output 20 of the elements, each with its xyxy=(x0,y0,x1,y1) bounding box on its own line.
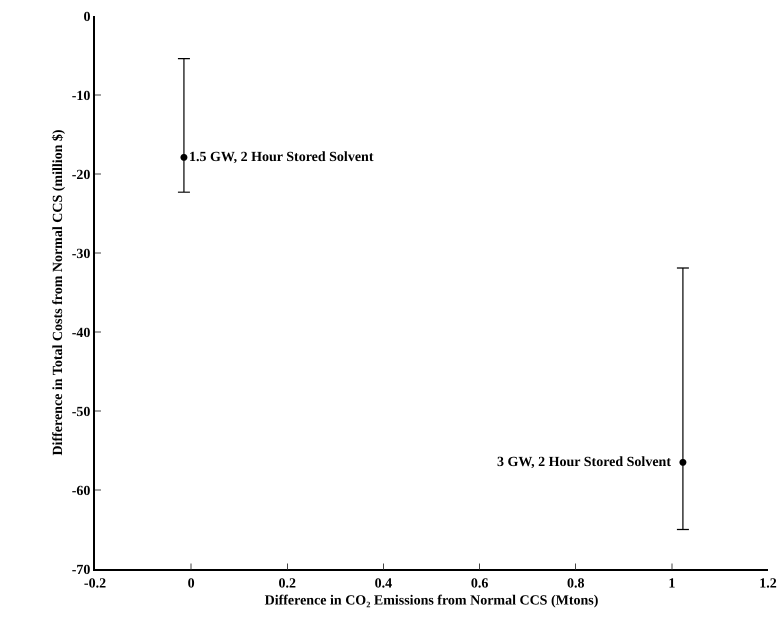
x-tick-label: 0.4 xyxy=(374,576,392,592)
annotation: 1.5 GW, 2 Hour Stored Solvent xyxy=(189,150,374,165)
x-tick-label: 1.2 xyxy=(759,576,777,592)
x-axis-title: Difference in CO₂ Emissions from Normal CCS (Mtons) xyxy=(264,593,599,608)
y-tick-label: -10 xyxy=(72,88,90,104)
x-tick-label: 0 xyxy=(188,576,195,592)
y-tick-label: -40 xyxy=(72,326,90,341)
x-tick-label: 0.2 xyxy=(278,576,296,592)
y-tick-label: -50 xyxy=(72,404,90,420)
x-tick-label: -0.2 xyxy=(84,576,106,592)
y-axis-title: Difference in Total Costs from Normal CCS (million $) xyxy=(50,129,66,456)
y-tick-label: -30 xyxy=(72,246,90,262)
y-tick-label: -20 xyxy=(72,168,90,183)
y-tick-label: 0 xyxy=(83,10,90,25)
y-tick-label: -70 xyxy=(72,562,90,578)
x-tick-label: 0.8 xyxy=(566,576,584,592)
y-tick-label: -60 xyxy=(72,484,90,499)
x-tick-label: 1 xyxy=(668,576,676,592)
annotation: 3 GW, 2 Hour Stored Solvent xyxy=(497,455,672,470)
x-tick-label: 0.6 xyxy=(470,576,488,592)
